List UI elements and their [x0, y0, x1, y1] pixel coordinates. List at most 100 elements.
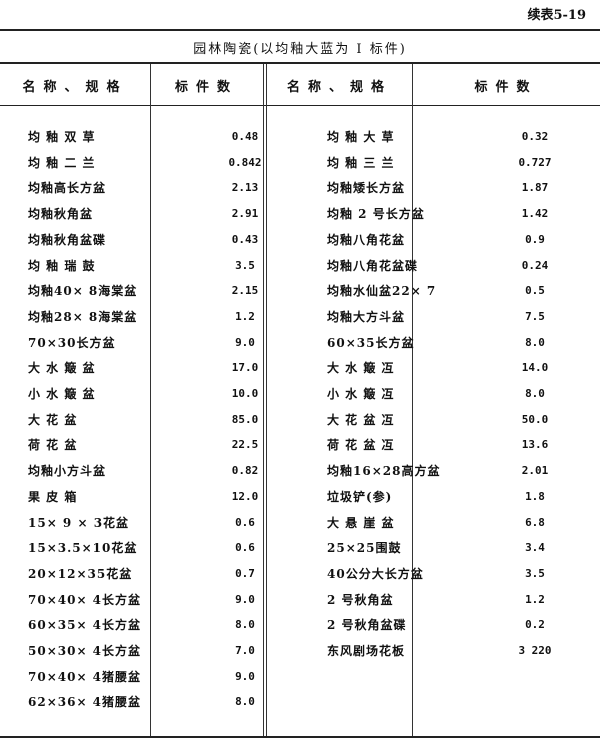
table-label: 续表5-19 — [527, 8, 586, 23]
row-value: 0.727 — [518, 155, 552, 169]
row-value: 1.2 — [525, 592, 545, 606]
row-value: 8.0 — [525, 335, 545, 349]
row-value: 0.2 — [525, 618, 545, 632]
row-value: 0.5 — [525, 284, 545, 298]
row-name: 大 悬 崖 盆 — [327, 515, 395, 530]
row-value: 0.6 — [235, 515, 255, 529]
header-value-left: 标件数 — [174, 80, 238, 95]
row-value: 3.4 — [525, 541, 545, 555]
row-name: 均釉小方斗盆 — [28, 464, 107, 479]
row-name: 均釉高长方盆 — [28, 181, 107, 196]
row-name: 60×35长方盆 — [327, 335, 415, 350]
row-name: 大 水 簸 冱 — [327, 361, 395, 376]
row-value: 0.7 — [235, 566, 255, 580]
row-value: 9.0 — [235, 669, 255, 683]
row-name: 荷 花 盆 — [28, 438, 78, 453]
bottom-rule — [0, 736, 600, 738]
row-value: 8.0 — [525, 387, 545, 400]
row-value: 1.42 — [521, 207, 549, 221]
row-value: 17.0 — [231, 361, 259, 375]
row-value: 1.2 — [235, 309, 255, 323]
row-value: 2.01 — [521, 464, 549, 478]
row-value: 2.13 — [231, 181, 259, 195]
row-name: 均釉 2 号长方盆 — [327, 207, 425, 222]
row-name: 15× 9 × 3花盆 — [28, 515, 130, 530]
row-name: 均 釉 大 草 — [327, 130, 395, 144]
row-value: 3.5 — [525, 566, 545, 580]
row-value: 3.5 — [235, 258, 255, 272]
row-name: 均釉秋角盆碟 — [28, 232, 107, 247]
row-name: 70×40× 4猪腰盆 — [28, 669, 142, 684]
row-name: 均釉大方斗盆 — [327, 309, 406, 324]
row-value: 8.0 — [235, 618, 255, 632]
header-name-left: 名称、规格 — [22, 80, 128, 95]
row-name: 均 釉 二 兰 — [28, 155, 96, 170]
row-name: 果 皮 箱 — [28, 489, 78, 504]
row-name: 2 号秋角盆 — [327, 592, 394, 607]
row-name: 均釉八角花盆碟 — [327, 258, 419, 273]
row-name: 小 水 簸 盆 — [28, 387, 96, 401]
row-value: 0.9 — [525, 232, 545, 246]
row-name: 均 釉 双 草 — [28, 130, 96, 144]
row-name: 40公分大长方盆 — [327, 566, 424, 581]
top-rule — [0, 29, 600, 31]
row-value: 1.87 — [521, 181, 549, 195]
row-name: 大 花 盆 冱 — [327, 412, 395, 427]
row-value: 22.5 — [231, 438, 259, 452]
column-divider — [266, 64, 267, 737]
row-name: 均 釉 瑞 鼓 — [28, 258, 96, 273]
row-value: 9.0 — [235, 592, 255, 606]
row-value: 85.0 — [231, 412, 259, 426]
row-name: 均釉矮长方盆 — [327, 181, 406, 196]
row-value: 10.0 — [231, 387, 259, 400]
table-title: 园林陶瓷(以均釉大蓝为 I 标件) — [193, 42, 407, 57]
row-name: 均釉40× 8海棠盆 — [28, 284, 138, 299]
header-name-right: 名称、规格 — [286, 80, 392, 95]
row-name: 2 号秋角盆碟 — [327, 618, 407, 633]
row-name: 大 水 簸 盆 — [28, 361, 96, 376]
row-name: 60×35× 4长方盆 — [28, 618, 142, 633]
row-name: 均釉八角花盆 — [327, 232, 406, 247]
row-value: 0.43 — [231, 232, 259, 246]
row-name: 大 花 盆 — [28, 412, 78, 427]
header-bottom-rule — [0, 105, 600, 106]
row-value: 6.8 — [525, 515, 545, 529]
row-value: 12.0 — [231, 489, 259, 503]
row-value: 9.0 — [235, 335, 255, 349]
row-name: 东风剧场花板 — [327, 644, 406, 658]
row-value: 2.15 — [231, 284, 259, 298]
row-value: 14.0 — [521, 361, 549, 375]
row-name: 均釉28× 8海棠盆 — [28, 309, 138, 324]
row-name: 20×12×35花盆 — [28, 566, 133, 581]
row-value: 0.842 — [228, 155, 262, 169]
row-value: 3 220 — [518, 644, 552, 657]
row-value: 0.24 — [521, 258, 549, 272]
row-name: 垃圾铲(参) — [327, 489, 393, 504]
row-name: 均釉16×28高方盆 — [327, 464, 441, 479]
row-value: 7.0 — [235, 644, 255, 657]
row-value: 0.32 — [521, 130, 549, 143]
row-value: 50.0 — [521, 412, 549, 426]
row-name: 小 水 簸 冱 — [327, 387, 395, 401]
row-value: 2.91 — [231, 207, 259, 221]
row-name: 62×36× 4猪腰盆 — [28, 695, 142, 710]
header-top-rule — [0, 62, 600, 64]
header-value-right: 标件数 — [474, 80, 538, 95]
row-name: 70×30长方盆 — [28, 335, 116, 350]
row-value: 0.48 — [231, 130, 259, 143]
row-name: 均釉水仙盆22× 7 — [327, 284, 437, 299]
column-divider — [412, 64, 413, 737]
column-divider — [150, 64, 151, 737]
row-value: 13.6 — [521, 438, 549, 452]
row-value: 1.8 — [525, 489, 545, 503]
row-value: 0.6 — [235, 541, 255, 555]
row-value: 7.5 — [525, 309, 545, 323]
row-name: 70×40× 4长方盆 — [28, 592, 142, 607]
row-value: 8.0 — [235, 695, 255, 709]
row-name: 15×3.5×10花盆 — [28, 541, 138, 556]
column-divider — [263, 64, 264, 737]
row-name: 均釉秋角盆 — [28, 207, 94, 222]
row-value: 0.82 — [231, 464, 259, 478]
row-name: 50×30× 4长方盆 — [28, 644, 142, 658]
row-name: 荷 花 盆 冱 — [327, 438, 395, 453]
